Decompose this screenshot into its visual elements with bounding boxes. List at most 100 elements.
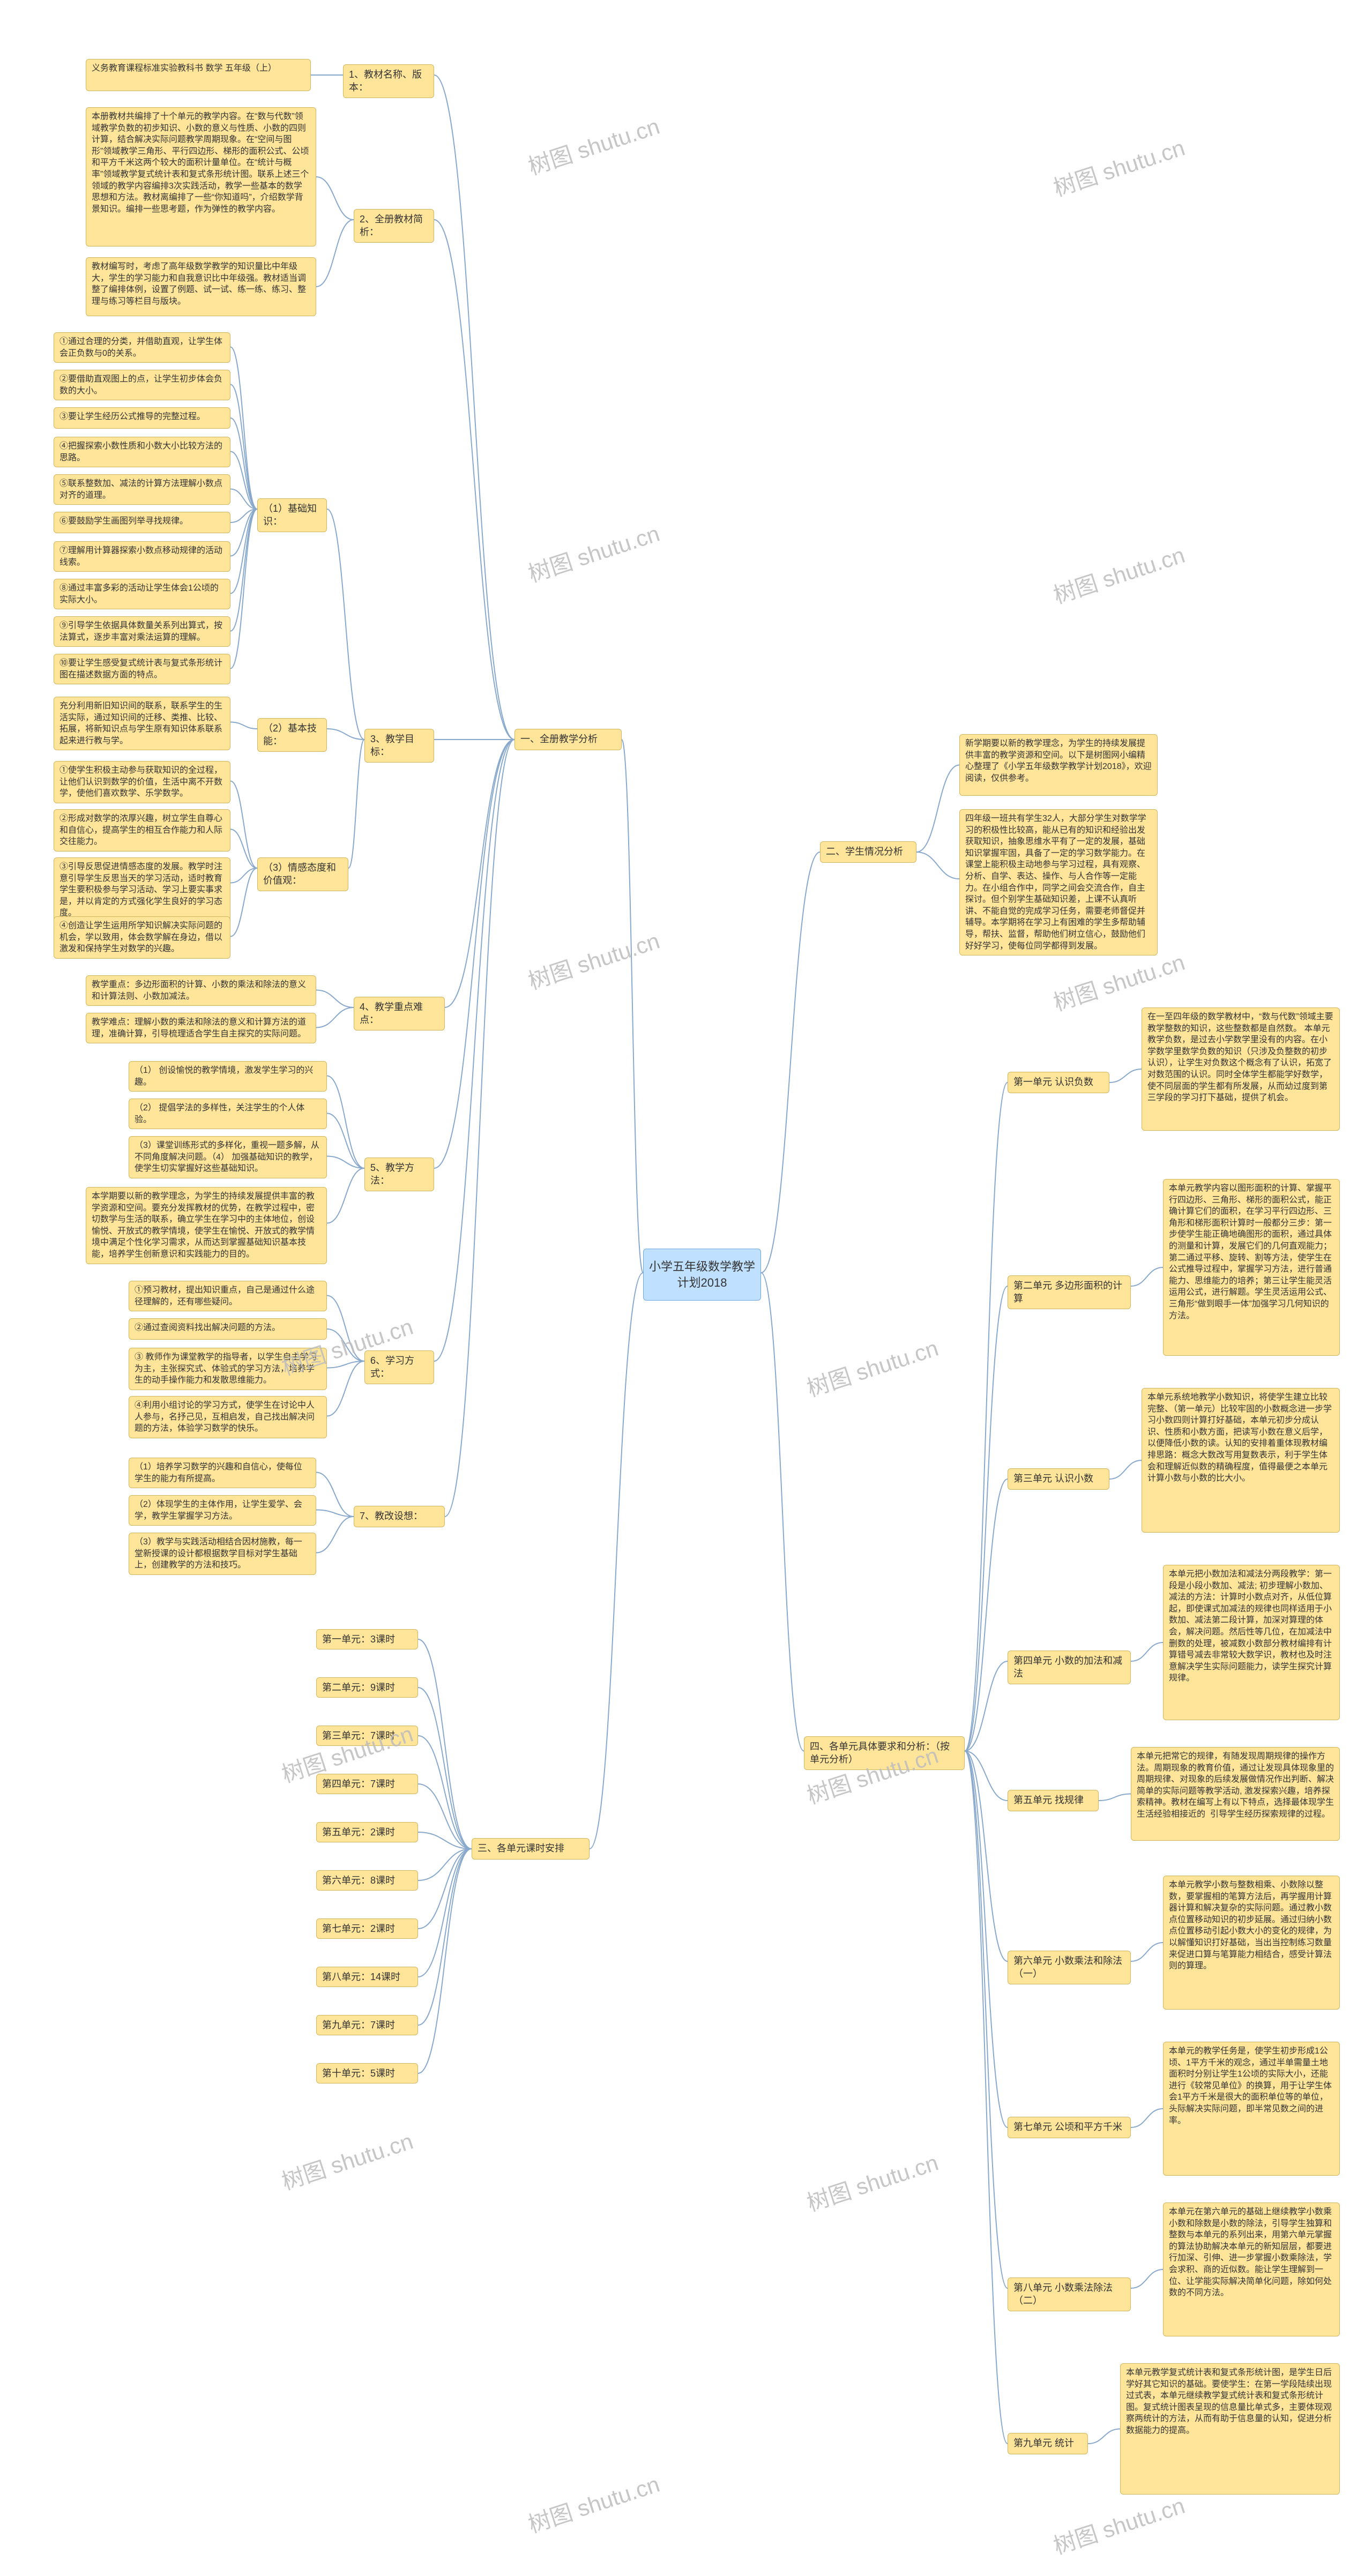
- node-L4_6[interactable]: 第六单元 小数乘法和除法（一）: [1008, 1951, 1131, 1984]
- node-L4_2a[interactable]: 本单元教学内容以图形面积的计算、掌握平行四边形、三角形、梯形的面积公式，能正确计…: [1163, 1179, 1340, 1356]
- node-L4[interactable]: 四、各单元具体要求和分析：（按单元分析）: [804, 1736, 965, 1770]
- edge-L1_6-L1_6b: [327, 1329, 364, 1361]
- node-L1_4[interactable]: 4、教学重点难点：: [354, 997, 445, 1031]
- node-L1_5b[interactable]: （2） 提倡学法的多样性，关注学生的个人体验。: [129, 1099, 327, 1129]
- node-L1_3_3b[interactable]: ②形成对数学的浓厚兴趣，树立学生自尊心和自信心，提高学生的相互合作能力和人际交往…: [54, 809, 230, 852]
- node-L1_2b[interactable]: 教材编写时，考虑了高年级数学教学的知识量比中年级大，学生的学习能力和自我意识比中…: [86, 257, 316, 316]
- node-L1_3_1f[interactable]: ⑥要鼓励学生画图列举寻找规律。: [54, 512, 230, 533]
- node-L1_7c[interactable]: （3）教学与实践活动相结合因材施教，每一堂新授课的设计都根据数学目标对学生基础上…: [129, 1533, 316, 1575]
- edge-L1_7-L1_7b: [316, 1510, 354, 1517]
- node-L2[interactable]: 二、学生情况分析: [820, 841, 916, 863]
- node-L4_8a[interactable]: 本单元在第六单元的基础上继续教学小数乘小数和除数是小数的除法，引导学生独算和整数…: [1163, 2202, 1340, 2336]
- node-L1_5d[interactable]: 本学期要以新的教学理念，为学生的持续发展提供丰富的教学资源和空间。要充分发挥教材…: [86, 1187, 327, 1264]
- edge-L1_3_1-L1_3_1d: [230, 452, 257, 510]
- edge-L4_6-L4_6a: [1131, 1943, 1163, 1961]
- node-L3e[interactable]: 第五单元：2课时: [316, 1822, 418, 1842]
- node-L1_4b[interactable]: 教学难点：理解小数的乘法和除法的意义和计算方法的道理，准确计算，引导梳理适合学生…: [86, 1013, 316, 1043]
- edge-L4_3-L4_3a: [1109, 1460, 1142, 1479]
- node-L3g[interactable]: 第七单元：2课时: [316, 1918, 418, 1939]
- node-L2b[interactable]: 四年级一班共有学生32人，大部分学生对数学学习的积极性比较高，能从已有的知识和经…: [959, 809, 1158, 955]
- node-L4_5[interactable]: 第五单元 找规律: [1008, 1790, 1099, 1811]
- node-L3a[interactable]: 第一单元：3课时: [316, 1629, 418, 1649]
- node-L1_6c[interactable]: ③ 教师作为课堂教学的指导者，以学生自主学习为主，主张探究式、体验式的学习方法，…: [129, 1348, 327, 1390]
- node-L4_4a[interactable]: 本单元把小数加法和减法分两段教学：第一段是小段小数加、减法; 初步理解小数加、减…: [1163, 1565, 1340, 1720]
- edge-L1_3_1-L1_3_1i: [230, 509, 257, 631]
- node-L1_6d[interactable]: ④利用小组讨论的学习方式，使学生在讨论中人人参与，名抒己见，互相启发，自己找出解…: [129, 1396, 327, 1438]
- node-L1_3_3a[interactable]: ①使学生积极主动参与获取知识的全过程，让他们认识到数学的价值，生活中离不开数学，…: [54, 761, 230, 803]
- node-L1_3_3d[interactable]: ④创造让学生运用所学知识解决实际问题的机会，学以致用，体会数学解在身边，借以激发…: [54, 916, 230, 959]
- node-L1_3_1h[interactable]: ⑧通过丰富多彩的活动让学生体会1公顷的实际大小。: [54, 579, 230, 609]
- edge-L1-L1_5: [434, 740, 514, 1168]
- node-L1_6b[interactable]: ②通过查阅资料找出解决问题的方法。: [129, 1318, 327, 1340]
- node-L4_1a[interactable]: 在一至四年级的数学教材中，“数与代数”领域主要教学整数的知识，这些整数都是自然数…: [1142, 1007, 1340, 1131]
- node-L1_3[interactable]: 3、教学目标：: [364, 729, 434, 763]
- node-L1_1a[interactable]: 义务教育课程标准实验教科书 数学 五年级（上）: [86, 59, 311, 91]
- node-L4_9[interactable]: 第九单元 统计: [1008, 2433, 1088, 2454]
- edge-L1_7-L1_7c: [316, 1517, 354, 1553]
- node-L1_7a[interactable]: （1）培养学习数学的兴趣和自信心，使每位学生的能力有所提高。: [129, 1458, 316, 1488]
- node-L1_5c[interactable]: （3）课堂训练形式的多样化，重视一题多解，从不同角度解决问题。（4） 加强基础知…: [129, 1136, 327, 1178]
- edge-L4-L4_8: [965, 1751, 1008, 2289]
- edge-L1_5-L1_5a: [327, 1076, 364, 1169]
- node-L1[interactable]: 一、全册教学分析: [514, 729, 622, 750]
- node-L1_3_1c[interactable]: ③要让学生经历公式推导的完整过程。: [54, 407, 230, 429]
- node-L1_3_1a[interactable]: ①通过合理的分类，并借助直观，让学生体会正负数与0的关系。: [54, 332, 230, 363]
- edge-L4_2-L4_2a: [1131, 1267, 1163, 1286]
- node-L1_3_1b[interactable]: ②要借助直观图上的点，让学生初步体会负数的大小。: [54, 370, 230, 400]
- node-L3c[interactable]: 第三单元：7课时: [316, 1726, 418, 1746]
- edge-L1_2-L1_2b: [316, 220, 354, 287]
- node-L4_3a[interactable]: 本单元系统地教学小数知识，将使学生建立比较完整、（第一单元）比较牢固的小数概念进…: [1142, 1388, 1340, 1533]
- node-L1_3_1g[interactable]: ⑦理解用计算器探索小数点移动规律的活动线索。: [54, 541, 230, 572]
- node-L1_5a[interactable]: （1） 创设愉悦的教学情境，激发学生学习的兴趣。: [129, 1061, 327, 1092]
- node-L1_3_1[interactable]: （1）基础知识：: [257, 498, 327, 532]
- node-L3f[interactable]: 第六单元：8课时: [316, 1870, 418, 1891]
- edge-L4-L4_9: [965, 1751, 1008, 2444]
- node-L1_7b[interactable]: （2）体现学生的主体作用，让学生爱学、会学，教学生掌握学习方法。: [129, 1495, 316, 1526]
- node-L1_6a[interactable]: ①预习教材，提出知识重点，自己是通过什么途径理解的，还有哪些疑问。: [129, 1281, 327, 1311]
- node-root[interactable]: 小学五年级数学教学计划2018: [643, 1249, 761, 1301]
- node-L3[interactable]: 三、各单元课时安排: [472, 1838, 590, 1860]
- node-L4_7[interactable]: 第七单元 公顷和平方千米: [1008, 2117, 1131, 2138]
- edge-L1_3_1-L1_3_1b: [230, 385, 257, 510]
- node-L4_3[interactable]: 第三单元 认识小数: [1008, 1468, 1109, 1490]
- node-L4_4[interactable]: 第四单元 小数的加法和减法: [1008, 1651, 1131, 1684]
- node-L1_3_2a[interactable]: 充分利用新旧知识间的联系，联系学生的生活实际，通过知识间的迁移、类推、比较、拓展…: [54, 697, 230, 750]
- node-L1_1[interactable]: 1、教材名称、版本：: [343, 64, 434, 98]
- node-L1_3_1e[interactable]: ⑤联系整数加、减法的计算方法理解小数点对齐的道理。: [54, 474, 230, 505]
- node-L3d[interactable]: 第四单元：7课时: [316, 1774, 418, 1794]
- node-L1_3_2[interactable]: （2）基本技能：: [257, 718, 327, 752]
- node-L1_6[interactable]: 6、学习方式：: [364, 1350, 434, 1384]
- node-L4_5a[interactable]: 本单元把常它的规律，有随发现周期规律的操作方法。周期现象的教育价值，通过让发现具…: [1131, 1747, 1340, 1841]
- node-L1_3_1i[interactable]: ⑨引导学生依据具体数量关系列出算式，按法算式，逐步丰富对乘法运算的理解。: [54, 616, 230, 647]
- node-L1_3_1j[interactable]: ⑩要让学生感受复式统计表与复式条形统计图在描述数据方面的特点。: [54, 654, 230, 684]
- watermark: 树图 shutu.cn: [1049, 130, 1189, 203]
- node-L1_7[interactable]: 7、教改设想：: [354, 1506, 445, 1527]
- node-L4_7a[interactable]: 本单元的教学任务是，使学生初步形成1公顷、1平方千米的观念，通过半单需量土地面积…: [1163, 2042, 1340, 2176]
- watermark: 树图 shutu.cn: [802, 1330, 942, 1403]
- node-L1_3_3c[interactable]: ③引导反思促进情感态度的发展。教学时注意引导学生反思当天的学习活动，适时教育学生…: [54, 857, 230, 923]
- node-L1_5[interactable]: 5、教学方法：: [364, 1158, 434, 1191]
- edge-L2-L2a: [916, 765, 959, 853]
- node-L4_8[interactable]: 第八单元 小数乘法除法（二）: [1008, 2278, 1131, 2311]
- node-L1_2a[interactable]: 本册教材共编排了十个单元的教学内容。在“数与代数”领域教学负数的初步知识、小数的…: [86, 107, 316, 247]
- edge-L1-L1_2: [434, 220, 514, 740]
- edge-L1_6-L1_6c: [327, 1361, 364, 1368]
- node-L3i[interactable]: 第九单元：7课时: [316, 2015, 418, 2035]
- node-L3j[interactable]: 第十单元：5课时: [316, 2063, 418, 2084]
- node-L1_3_3[interactable]: （3）情感态度和价值观：: [257, 857, 348, 891]
- edge-L1_4-L1_4b: [316, 1007, 354, 1028]
- node-L3b[interactable]: 第二单元：9课时: [316, 1677, 418, 1698]
- edge-L1_3-L1_3_1: [327, 509, 364, 740]
- node-L1_3_1d[interactable]: ④把握探索小数性质和小数大小比较方法的思路。: [54, 437, 230, 467]
- node-L4_1[interactable]: 第一单元 认识负数: [1008, 1072, 1109, 1093]
- node-L4_6a[interactable]: 本单元教学小数与整数相乘、小数除以整数，要掌握相的笔算方法后，再学握用计算器计算…: [1163, 1876, 1340, 2010]
- node-L1_4a[interactable]: 教学重点：多边形面积的计算、小数的乘法和除法的意义和计算法则、小数加减法。: [86, 975, 316, 1006]
- node-L2a[interactable]: 新学期要以新的教学理念，为学生的持续发展提供丰富的教学资源和空间。以下是树图网小…: [959, 734, 1158, 796]
- edge-root-L4: [761, 1273, 804, 1751]
- node-L3h[interactable]: 第八单元：14课时: [316, 1967, 418, 1987]
- node-L1_2[interactable]: 2、全册教材简析：: [354, 209, 434, 243]
- edge-L4_7-L4_7a: [1131, 2109, 1163, 2127]
- node-L4_9a[interactable]: 本单元教学复式统计表和复式条形统计图，是学生日后学好其它知识的基础。要使学生：在…: [1120, 2363, 1340, 2495]
- node-L4_2[interactable]: 第二单元 多边形面积的计算: [1008, 1275, 1131, 1309]
- edge-L1_6-L1_6a: [327, 1296, 364, 1362]
